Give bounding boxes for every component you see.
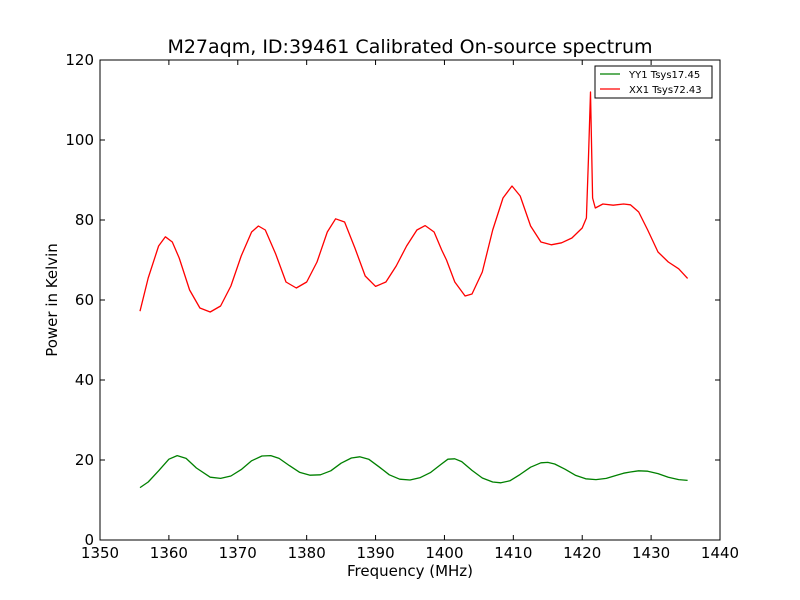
legend-label: YY1 Tsys17.45 [628,70,700,81]
legend-label: XX1 Tsys72.43 [629,85,702,96]
chart-title: M27aqm, ID:39461 Calibrated On-source sp… [167,36,652,58]
y-tick-label: 20 [75,451,94,469]
series-line-yy1 [139,454,688,489]
series-line-xx1 [139,91,689,313]
legend: YY1 Tsys17.45 XX1 Tsys72.43 [594,65,713,99]
y-tick-label: 120 [65,51,94,69]
y-tick-label: 60 [75,291,94,309]
y-tick-label: 0 [84,531,94,549]
x-tick-label: 1350 [81,544,119,562]
legend-box [594,65,713,99]
x-tick-label: 1440 [701,544,739,562]
x-tick-label: 1370 [219,544,257,562]
x-axis-label: Frequency (MHz) [347,562,473,580]
x-tick-label: 1390 [356,544,394,562]
x-tick-label: 1380 [288,544,326,562]
y-tick-label: 40 [75,371,94,389]
x-tick-label: 1360 [150,544,188,562]
x-tick-label: 1410 [494,544,532,562]
y-tick-label: 100 [65,131,94,149]
x-tick-label: 1420 [563,544,601,562]
y-tick-label: 80 [75,211,94,229]
x-tick-label: 1400 [425,544,463,562]
plot-area: 1350 1360 1370 1380 1390 1400 1410 1420 1430 1440… [65,51,739,562]
x-tick-label: 1430 [632,544,670,562]
y-axis-label: Power in Kelvin [43,243,61,357]
